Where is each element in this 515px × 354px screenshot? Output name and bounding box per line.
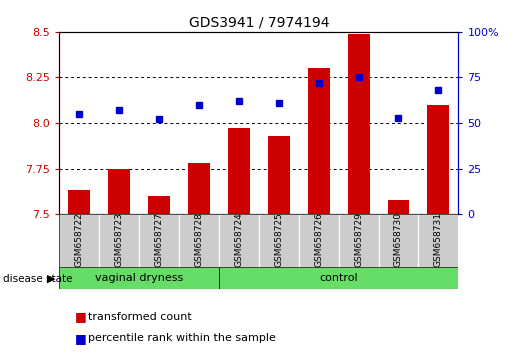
Bar — [68, 190, 90, 214]
Bar — [148, 196, 170, 214]
Bar — [307, 68, 330, 214]
Bar — [348, 34, 370, 214]
Bar — [188, 163, 210, 214]
Bar — [219, 214, 259, 267]
Bar — [339, 214, 379, 267]
Bar — [139, 214, 179, 267]
Text: GSM658726: GSM658726 — [314, 212, 323, 267]
Bar — [387, 200, 409, 214]
Bar — [418, 214, 458, 267]
Bar — [379, 214, 418, 267]
Text: percentile rank within the sample: percentile rank within the sample — [88, 333, 276, 343]
Text: transformed count: transformed count — [88, 312, 191, 322]
Title: GDS3941 / 7974194: GDS3941 / 7974194 — [188, 15, 329, 29]
Text: ▶: ▶ — [47, 274, 55, 284]
Bar — [179, 214, 219, 267]
Text: GSM658730: GSM658730 — [394, 212, 403, 267]
Bar — [108, 169, 130, 214]
Bar — [228, 129, 250, 214]
Text: GSM658729: GSM658729 — [354, 212, 363, 267]
Text: GSM658728: GSM658728 — [195, 212, 203, 267]
Bar — [299, 214, 339, 267]
Text: GSM658724: GSM658724 — [234, 212, 243, 267]
Text: GSM658731: GSM658731 — [434, 212, 443, 267]
Text: GSM658723: GSM658723 — [115, 212, 124, 267]
Bar — [268, 136, 290, 214]
Bar — [59, 214, 99, 267]
Text: ■: ■ — [75, 332, 87, 344]
Bar — [427, 105, 450, 214]
Text: GSM658725: GSM658725 — [274, 212, 283, 267]
Text: GSM658722: GSM658722 — [75, 212, 83, 267]
Text: control: control — [319, 273, 358, 283]
Bar — [59, 267, 219, 289]
Text: GSM658727: GSM658727 — [154, 212, 163, 267]
Text: ■: ■ — [75, 310, 87, 323]
Bar — [259, 214, 299, 267]
Bar — [99, 214, 139, 267]
Text: disease state: disease state — [3, 274, 72, 284]
Bar — [219, 267, 458, 289]
Text: vaginal dryness: vaginal dryness — [95, 273, 183, 283]
